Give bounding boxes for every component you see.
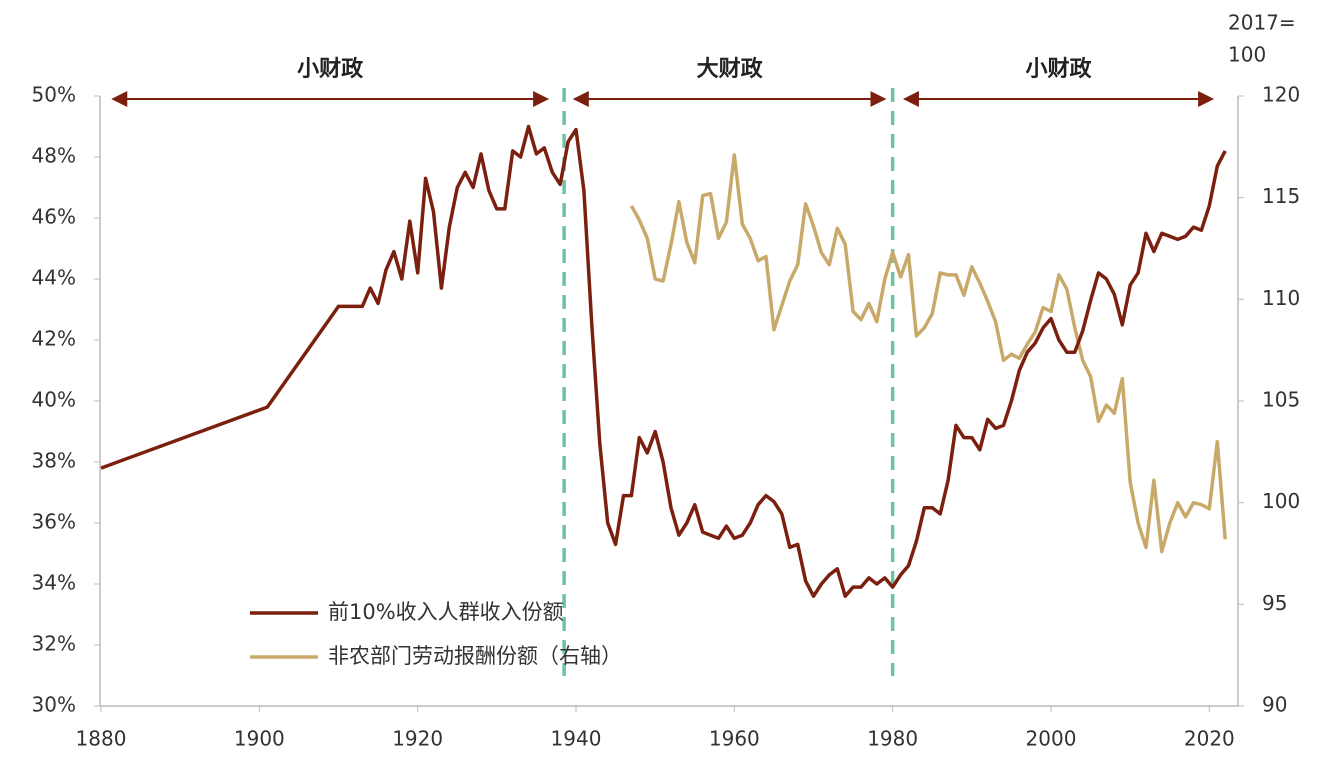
y2-tick-label: 105 bbox=[1262, 388, 1300, 412]
y-tick-label: 42% bbox=[32, 327, 76, 351]
legend-label: 前10%收入人群收入份额 bbox=[328, 600, 564, 624]
x-tick-label: 1920 bbox=[392, 727, 443, 751]
series-line bbox=[629, 153, 1227, 554]
y2-tick-label: 115 bbox=[1262, 184, 1300, 208]
y-tick-label: 46% bbox=[32, 205, 76, 229]
y-tick-label: 34% bbox=[32, 571, 76, 595]
y-tick-label: 36% bbox=[32, 510, 76, 534]
x-tick-label: 2000 bbox=[1026, 727, 1077, 751]
y-tick-label: 38% bbox=[32, 449, 76, 473]
period-label: 小财政 bbox=[297, 56, 364, 82]
y-tick-label: 30% bbox=[32, 693, 76, 717]
series-line bbox=[100, 124, 1227, 598]
x-tick-label: 1900 bbox=[234, 727, 285, 751]
y-tick-label: 32% bbox=[32, 632, 76, 656]
y2-tick-label: 90 bbox=[1262, 693, 1287, 717]
x-tick-label: 2020 bbox=[1184, 727, 1235, 751]
y-tick-label: 40% bbox=[32, 388, 76, 412]
legend-label: 非农部门劳动报酬份额（右轴） bbox=[328, 644, 622, 668]
period-label: 小财政 bbox=[1026, 56, 1093, 82]
period-label: 大财政 bbox=[697, 56, 764, 82]
y2-tick-label: 120 bbox=[1262, 83, 1300, 107]
y2-tick-label: 110 bbox=[1262, 286, 1300, 310]
y2-tick-label: 95 bbox=[1262, 591, 1287, 615]
y2-label: 2017= bbox=[1228, 11, 1296, 35]
x-tick-label: 1940 bbox=[551, 727, 602, 751]
y-tick-label: 44% bbox=[32, 266, 76, 290]
y2-label: 100 bbox=[1228, 43, 1266, 67]
x-tick-label: 1960 bbox=[709, 727, 760, 751]
y-tick-label: 48% bbox=[32, 144, 76, 168]
y2-tick-label: 100 bbox=[1262, 489, 1300, 513]
y-tick-label: 50% bbox=[32, 83, 76, 107]
x-tick-label: 1880 bbox=[76, 727, 127, 751]
x-tick-label: 1980 bbox=[867, 727, 918, 751]
